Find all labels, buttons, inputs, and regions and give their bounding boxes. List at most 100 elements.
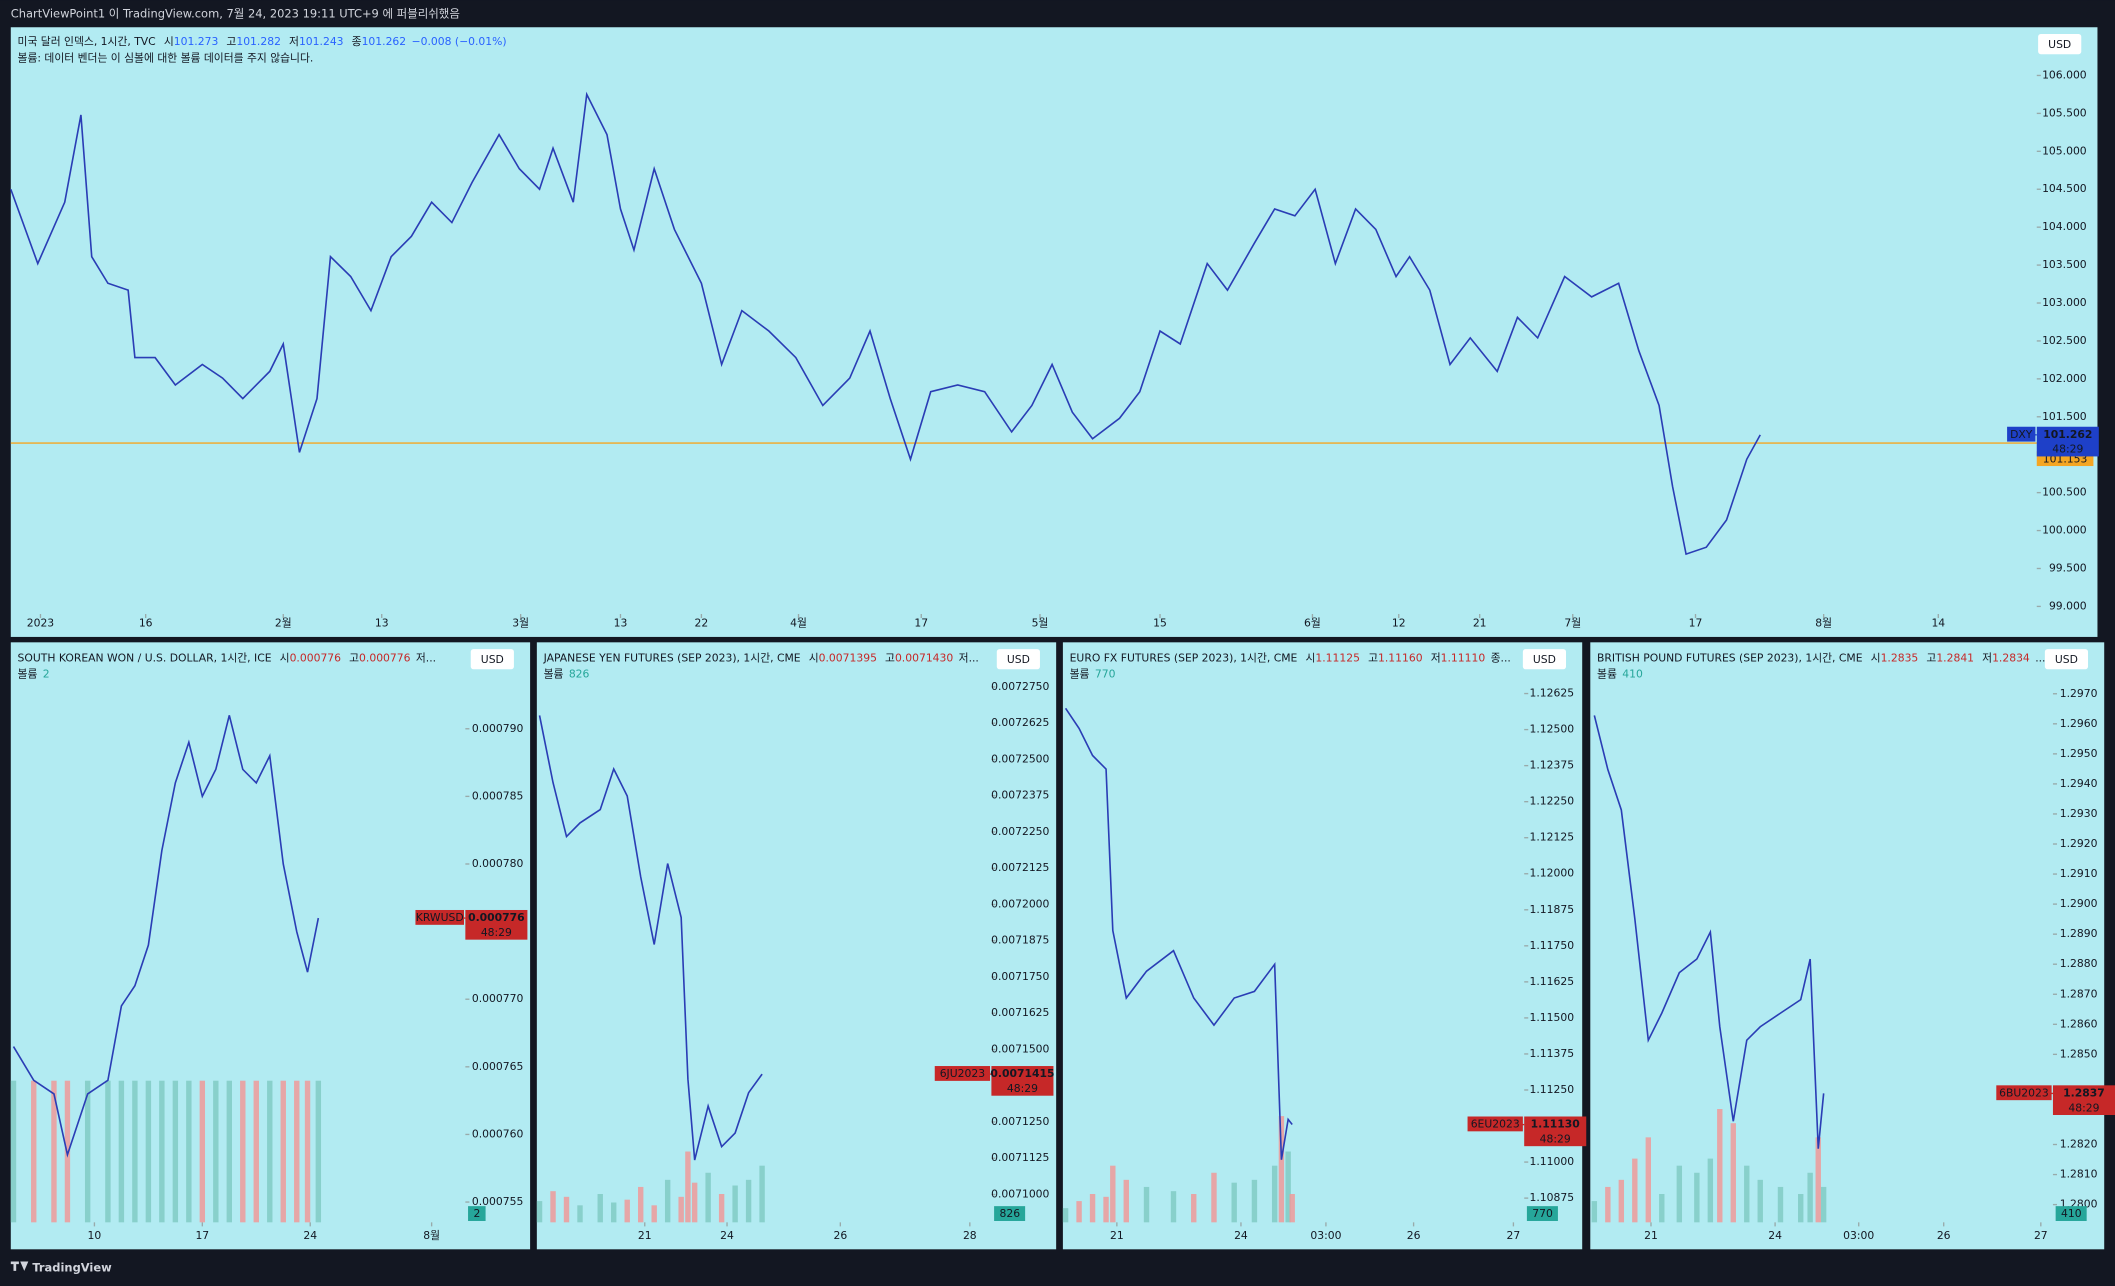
volume-bar (84, 1080, 91, 1223)
price-label: 1.11130 (1531, 1118, 1580, 1131)
volume-bar (651, 1205, 657, 1223)
volume-bar (1820, 1186, 1827, 1223)
volume-label: 볼륨 (1070, 668, 1090, 681)
y-tick-label: 0.000780 (472, 857, 524, 870)
volume-bar (1211, 1172, 1217, 1223)
volume-value: 770 (1095, 668, 1116, 681)
currency-label: USD (2048, 38, 2071, 51)
chart-panel: BRITISH POUND FUTURES (SEP 2023), 1시간, C… (1590, 642, 2115, 1250)
countdown-label: 48:29 (2052, 443, 2083, 456)
y-tick-label: 0.0072625 (991, 716, 1049, 729)
volume-bar (1103, 1196, 1109, 1223)
volume-bar (1076, 1201, 1082, 1223)
volume-bar (1807, 1172, 1813, 1223)
volume-bar (1605, 1186, 1611, 1223)
header: ChartViewPoint1 이 TradingView.com, 7월 24… (11, 6, 460, 20)
volume-bar (718, 1194, 725, 1223)
y-tick-label: 1.12375 (1530, 759, 1575, 772)
ohlc-value: 0.0071430 (895, 652, 953, 665)
volume-value: 410 (1622, 668, 1643, 681)
truncated: 저... (959, 652, 979, 665)
chart-title: BRITISH POUND FUTURES (SEP 2023), 1시간, C… (1597, 652, 2045, 665)
volume-bar (1645, 1137, 1651, 1223)
volume-bar (1618, 1179, 1625, 1223)
y-tick-label: 1.2810 (2060, 1168, 2098, 1181)
y-tick-label: 99.000 (2049, 599, 2087, 612)
volume-bar (678, 1196, 684, 1223)
x-tick-label: 13 (375, 616, 389, 629)
x-tick-label: 24 (1768, 1229, 1782, 1242)
y-tick-label: 102.000 (2042, 372, 2087, 385)
truncated: 종... (1491, 652, 1511, 665)
title-name: BRITISH POUND FUTURES (SEP 2023), 1시간, C… (1597, 652, 1863, 665)
volume-bar (1694, 1172, 1700, 1223)
volume-bar (267, 1080, 273, 1223)
y-tick-label: 1.11750 (1530, 939, 1575, 952)
ohlc-label: 고 (1368, 652, 1378, 665)
x-tick-label: 24 (1234, 1229, 1248, 1242)
volume-label: 볼륨 (1597, 668, 1617, 681)
volume-bar (1143, 1186, 1150, 1223)
volume-bar (1123, 1179, 1129, 1223)
y-tick-label: 0.0071250 (991, 1115, 1049, 1128)
volume-bar (280, 1080, 286, 1223)
chart-panel: EURO FX FUTURES (SEP 2023), 1시간, CME 시1.1… (1062, 642, 1587, 1250)
ohlc-value: 1.2834 (1992, 652, 2030, 665)
volume-bar (1285, 1151, 1291, 1223)
price-tag (2036, 426, 2099, 457)
volume-note: 볼륨: 데이터 벤더는 이 심볼에 대한 볼륨 데이터를 주지 않습니다. (18, 51, 314, 64)
ohlc-label: 고 (226, 35, 236, 48)
ohlc-value: 0.000776 (290, 652, 342, 665)
x-tick-label: 26 (1937, 1229, 1951, 1242)
volume-bar (105, 1080, 111, 1223)
price-line (538, 715, 763, 1161)
y-tick-label: 1.12625 (1530, 687, 1575, 700)
symbol-label: DXY (2010, 428, 2033, 441)
y-tick-label: 1.11000 (1530, 1155, 1575, 1168)
volume-bar (1632, 1158, 1638, 1223)
y-tick-label: 0.000770 (472, 992, 524, 1005)
x-tick-label: 21 (1110, 1229, 1124, 1242)
y-tick-label: 1.11250 (1530, 1083, 1575, 1096)
y-tick-label: 1.11875 (1530, 903, 1575, 916)
volume-bar (1777, 1186, 1784, 1223)
volume-bar (732, 1185, 738, 1223)
chart-title: 미국 달러 인덱스, 1시간, TVC 시101.273 고101.282 저101.… (18, 35, 507, 48)
volume-tag (468, 1206, 486, 1221)
volume-bar (1289, 1194, 1295, 1223)
volume-bar (199, 1080, 206, 1223)
volume-bar (624, 1199, 630, 1223)
change: −0.008 (−0.01%) (412, 35, 507, 48)
x-tick-label: 4월 (790, 616, 807, 629)
volume-bar (611, 1202, 617, 1223)
ohlc-value: 1.11110 (1441, 652, 1486, 665)
currency-button[interactable] (996, 649, 1040, 670)
y-tick-label: 1.2940 (2060, 777, 2098, 790)
y-tick-label: 1.11500 (1530, 1011, 1575, 1024)
x-tick-label: 24 (720, 1229, 734, 1242)
ohlc-label: 시 (1871, 652, 1881, 665)
volume-bar (118, 1080, 125, 1223)
currency-button[interactable] (1522, 649, 1567, 670)
y-tick-label: 1.12000 (1530, 867, 1575, 880)
currency-button[interactable] (2038, 33, 2082, 55)
currency-button[interactable] (2044, 649, 2089, 670)
currency-label: USD (1533, 653, 1556, 666)
volume-bar (1278, 1116, 1285, 1223)
countdown-label: 48:29 (2068, 1101, 2099, 1114)
ohlc-value: 1.11160 (1378, 652, 1423, 665)
volume-tag-label: 2 (473, 1207, 480, 1220)
chart-title: SOUTH KOREAN WON / U.S. DOLLAR, 1시간, ICE… (18, 652, 437, 665)
y-tick-label: 0.000765 (472, 1060, 523, 1073)
volume-tag (2055, 1206, 2087, 1221)
ohlc-label: 고 (885, 652, 895, 665)
volume-bar (315, 1080, 322, 1223)
x-tick-label: 3월 (512, 616, 529, 629)
x-tick-label: 27 (1507, 1229, 1521, 1242)
y-tick-label: 1.12500 (1530, 723, 1575, 736)
y-tick-label: 0.0071000 (991, 1187, 1049, 1200)
ohlc-value: 0.000776 (359, 652, 411, 665)
currency-button[interactable] (470, 649, 514, 670)
